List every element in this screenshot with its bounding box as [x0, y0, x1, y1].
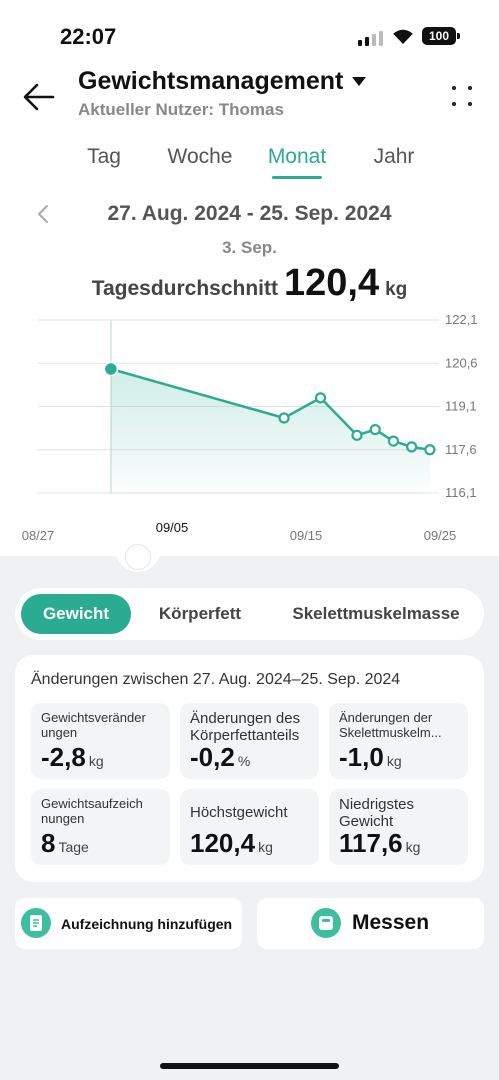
stat-unit: Tage — [58, 839, 89, 855]
x-tick-label: 09/15 — [290, 528, 323, 543]
y-tick-label: 119,1 — [445, 399, 477, 414]
battery-level: 100 — [428, 29, 450, 43]
stat-label: Änderungen des Körperfettanteils — [190, 710, 301, 744]
tab-body-fat[interactable]: Körperfett — [158, 604, 242, 623]
y-tick-label: 120,6 — [445, 355, 478, 370]
stat-min-weight: Niedrigstes Gewicht 117,6 kg — [329, 789, 468, 865]
measure-label: Messen — [352, 911, 430, 934]
scrubber-handle[interactable] — [125, 544, 151, 570]
stat-record-count: Gewichtsaufzeich nungen 8 Tage — [31, 789, 170, 865]
note-edit-icon — [21, 908, 51, 938]
add-record-button[interactable]: Aufzeichnung hinzufügen — [15, 898, 242, 949]
cellular-signal-icon — [358, 30, 384, 46]
stat-unit: kg — [88, 753, 104, 769]
data-point[interactable] — [406, 441, 418, 453]
back-arrow-icon[interactable] — [22, 82, 56, 112]
tab-month[interactable]: Monat — [267, 145, 327, 168]
x-tick-label: 09/05 — [156, 520, 189, 535]
stat-label: Höchstgewicht — [190, 804, 288, 821]
stat-max-weight: Höchstgewicht 120,4 kg — [180, 789, 319, 865]
data-point[interactable] — [387, 435, 400, 447]
tab-underline — [272, 176, 322, 179]
y-tick-label: 122,1 — [445, 312, 478, 327]
stat-muscle-change: Änderungen der Skelettmuskelm... -1,0 kg — [329, 703, 468, 779]
stat-value: -1,0 — [339, 742, 384, 772]
status-bar: 22:07 100 — [0, 0, 499, 70]
y-tick-label: 116,1 — [445, 485, 477, 500]
stat-unit: kg — [405, 839, 421, 855]
stat-label: Gewichtsaufzeich nungen — [41, 796, 143, 826]
stat-unit: kg — [386, 753, 402, 769]
weight-chart[interactable]: 122,1 120,6 119,1 117,6 116,1 08/27 09/05 09/1… — [0, 305, 499, 555]
status-time: 22:07 — [60, 24, 117, 49]
stat-weight-change: Gewichtsveränder ungen -2,8 kg — [31, 703, 170, 779]
stat-value: 117,6 — [339, 828, 403, 858]
average-value: 120,4 — [284, 262, 380, 304]
daily-average: Tagesdurchschnitt 120,4 kg — [0, 262, 499, 305]
data-point[interactable] — [351, 429, 363, 441]
stat-label: Änderungen der Skelettmuskelm... — [339, 710, 442, 740]
stat-unit: kg — [258, 839, 273, 855]
data-point[interactable] — [369, 423, 381, 436]
x-tick-label: 09/25 — [424, 528, 457, 543]
current-user: Aktueller Nutzer: Thomas — [78, 100, 284, 119]
data-point[interactable] — [424, 444, 436, 456]
x-tick-label: 08/27 — [22, 528, 55, 543]
stat-label: Gewichtsveränder ungen — [41, 710, 146, 740]
home-indicator — [160, 1063, 339, 1069]
tab-week[interactable]: Woche — [167, 145, 233, 168]
stat-value: -0,2 — [190, 742, 235, 772]
page-title[interactable]: Gewichtsmanagement — [78, 67, 344, 95]
stat-value: -2,8 — [41, 742, 86, 772]
stat-body-fat-change: Änderungen des Körperfettanteils -0,2% — [180, 703, 319, 779]
date-range: 27. Aug. 2024 - 25. Sep. 2024 — [107, 202, 392, 225]
stat-value: 120,4 — [190, 828, 256, 858]
selected-day: 3. Sep. — [222, 238, 277, 257]
stat-unit: % — [237, 753, 251, 769]
average-unit: kg — [385, 279, 408, 300]
battery-icon: 100 — [422, 27, 460, 45]
chevron-left-icon[interactable] — [36, 204, 50, 224]
chevron-down-icon[interactable] — [352, 77, 366, 86]
measure-button[interactable]: Messen — [257, 898, 484, 949]
tab-weight[interactable]: Gewicht — [21, 594, 131, 634]
metric-tabs: Gewicht Körperfett Skelettmuskelmasse — [15, 588, 484, 640]
tab-day[interactable]: Tag — [87, 145, 121, 168]
stat-value: 8 — [41, 828, 56, 858]
average-label: Tagesdurchschnitt — [91, 277, 279, 300]
wifi-icon — [393, 29, 413, 44]
summary-title: Änderungen zwischen 27. Aug. 2024–25. Se… — [31, 671, 401, 688]
selected-data-point[interactable] — [103, 361, 119, 377]
data-point[interactable] — [314, 392, 327, 404]
add-record-label: Aufzeichnung hinzufügen — [61, 916, 233, 932]
stat-label: Niedrigstes Gewicht — [339, 796, 415, 830]
chart-area — [110, 369, 430, 493]
tab-skeletal-muscle[interactable]: Skelettmuskelmasse — [292, 604, 460, 623]
y-tick-label: 117,6 — [445, 442, 477, 457]
scale-icon — [311, 908, 341, 938]
data-point[interactable] — [278, 412, 290, 424]
period-tabs: Tag Woche Monat Jahr — [0, 145, 499, 185]
more-dots-icon[interactable] — [450, 84, 474, 108]
tab-year[interactable]: Jahr — [373, 145, 415, 168]
summary-card: Änderungen zwischen 27. Aug. 2024–25. Se… — [15, 655, 484, 882]
